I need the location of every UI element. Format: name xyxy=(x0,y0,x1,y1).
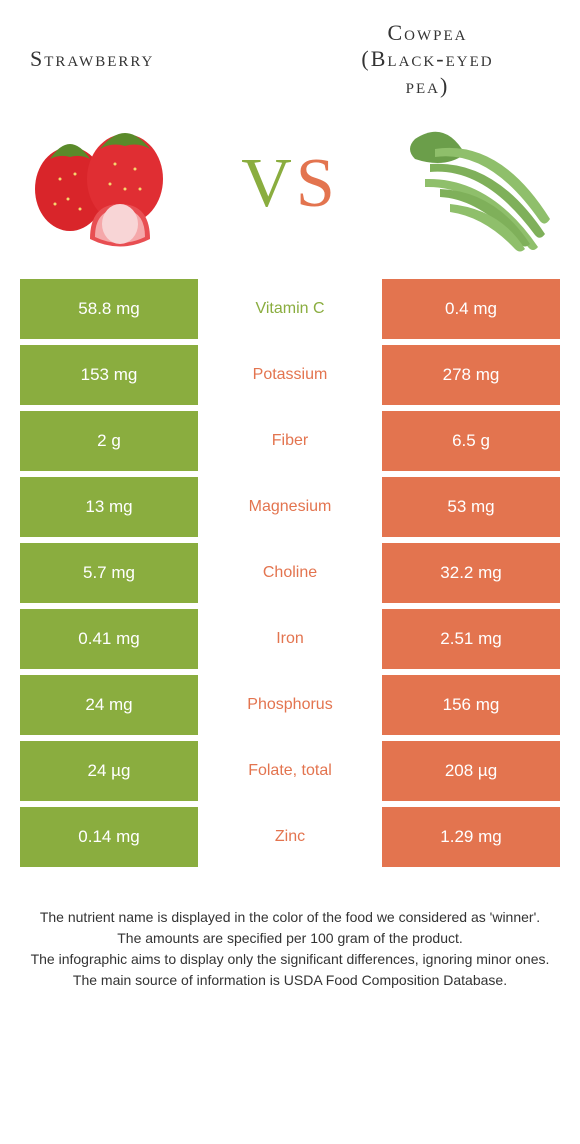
cowpea-icon xyxy=(390,109,560,259)
vs-s: S xyxy=(296,145,339,222)
value-right: 2.51 mg xyxy=(382,609,560,669)
strawberry-icon xyxy=(20,109,190,259)
images-row: VS xyxy=(20,109,560,259)
vs-v: V xyxy=(241,145,296,222)
value-right: 208 µg xyxy=(382,741,560,801)
value-right: 1.29 mg xyxy=(382,807,560,867)
value-left: 153 mg xyxy=(20,345,198,405)
footer-line-4: The main source of information is USDA F… xyxy=(20,970,560,991)
food-right-title-line3: pea) xyxy=(406,73,450,98)
nutrient-label: Magnesium xyxy=(198,477,382,537)
footer-line-3: The infographic aims to display only the… xyxy=(20,949,560,970)
table-row: 153 mgPotassium278 mg xyxy=(20,345,560,405)
nutrient-label: Phosphorus xyxy=(198,675,382,735)
nutrient-label: Potassium xyxy=(198,345,382,405)
value-right: 32.2 mg xyxy=(382,543,560,603)
value-right: 156 mg xyxy=(382,675,560,735)
footer-line-1: The nutrient name is displayed in the co… xyxy=(20,907,560,928)
header: Strawberry Cowpea (Black-eyed pea) xyxy=(20,20,560,99)
strawberry-image xyxy=(20,109,190,259)
table-row: 24 µgFolate, total208 µg xyxy=(20,741,560,801)
value-left: 13 mg xyxy=(20,477,198,537)
nutrient-label: Choline xyxy=(198,543,382,603)
nutrient-label: Fiber xyxy=(198,411,382,471)
value-left: 2 g xyxy=(20,411,198,471)
table-row: 24 mgPhosphorus156 mg xyxy=(20,675,560,735)
value-left: 5.7 mg xyxy=(20,543,198,603)
value-right: 0.4 mg xyxy=(382,279,560,339)
nutrient-label: Zinc xyxy=(198,807,382,867)
footer-line-2: The amounts are specified per 100 gram o… xyxy=(20,928,560,949)
table-row: 13 mgMagnesium53 mg xyxy=(20,477,560,537)
value-left: 24 mg xyxy=(20,675,198,735)
table-row: 2 gFiber6.5 g xyxy=(20,411,560,471)
food-right-title-line2: (Black-eyed xyxy=(361,46,493,71)
food-left-title: Strawberry xyxy=(20,46,295,72)
nutrient-label: Folate, total xyxy=(198,741,382,801)
value-left: 24 µg xyxy=(20,741,198,801)
value-left: 58.8 mg xyxy=(20,279,198,339)
food-right-title-line1: Cowpea xyxy=(387,20,467,45)
footer-notes: The nutrient name is displayed in the co… xyxy=(20,907,560,991)
value-right: 6.5 g xyxy=(382,411,560,471)
vs-label: VS xyxy=(241,144,339,224)
value-left: 0.14 mg xyxy=(20,807,198,867)
table-row: 5.7 mgCholine32.2 mg xyxy=(20,543,560,603)
table-row: 0.14 mgZinc1.29 mg xyxy=(20,807,560,867)
value-right: 53 mg xyxy=(382,477,560,537)
table-row: 58.8 mgVitamin C0.4 mg xyxy=(20,279,560,339)
value-right: 278 mg xyxy=(382,345,560,405)
food-right-title: Cowpea (Black-eyed pea) xyxy=(295,20,560,99)
nutrient-table: 58.8 mgVitamin C0.4 mg153 mgPotassium278… xyxy=(20,279,560,867)
value-left: 0.41 mg xyxy=(20,609,198,669)
nutrient-label: Iron xyxy=(198,609,382,669)
nutrient-label: Vitamin C xyxy=(198,279,382,339)
table-row: 0.41 mgIron2.51 mg xyxy=(20,609,560,669)
cowpea-image xyxy=(390,109,560,259)
